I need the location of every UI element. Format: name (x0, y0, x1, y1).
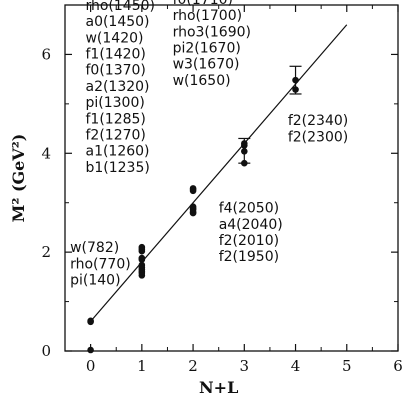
data-point (87, 346, 94, 354)
annotation-label: pi(1300) (85, 95, 144, 111)
y-tick-label: 4 (41, 144, 51, 162)
y-tick-label: 6 (41, 45, 51, 63)
data-point (189, 185, 197, 192)
data-point (138, 254, 146, 262)
annotation-label: rho3(1690) (173, 24, 251, 40)
annotation-label: pi(140) (70, 273, 120, 289)
x-tick-label: 5 (342, 357, 352, 375)
annotation-label: f0(1710) (173, 0, 233, 8)
annotation-label: f2(2300) (288, 129, 348, 145)
x-tick-label: 0 (86, 357, 96, 375)
annotation-label: w(782) (70, 240, 119, 256)
data-point (241, 159, 248, 167)
x-tick-label: 2 (188, 357, 198, 375)
annotation-label: rho(1700) (173, 8, 243, 24)
annotation-label: f2(1270) (85, 128, 145, 144)
annotation-label: f1(1420) (85, 47, 145, 63)
data-point (292, 86, 299, 93)
plot-frame (64, 4, 399, 352)
annotation-label: rho(1450) (85, 0, 155, 14)
annotation-label: a4(2040) (219, 217, 283, 233)
annotation-label: f2(2010) (219, 233, 279, 249)
annotation-label: f4(2050) (219, 201, 279, 217)
data-point (138, 261, 146, 269)
data-point (241, 140, 248, 147)
data-point (138, 243, 146, 251)
x-tick-label: 4 (291, 357, 301, 375)
y-axis-label: M² (GeV²) (9, 134, 28, 223)
x-tick-label: 1 (137, 357, 147, 375)
annotation-label: b1(1235) (85, 160, 149, 176)
annotation-label: pi2(1670) (173, 41, 241, 57)
y-tick-label: 0 (41, 342, 51, 360)
annotation-label: w(1420) (85, 30, 143, 46)
annotation-label: f2(2340) (288, 113, 348, 129)
annotation-label: a0(1450) (85, 14, 149, 30)
annotation-label: rho(770) (70, 256, 131, 272)
fit-line (90, 24, 348, 322)
annotation-label: a1(1260) (85, 144, 149, 160)
x-axis-label: N+L (199, 378, 238, 397)
data-point (87, 317, 94, 325)
annotation-label: a2(1320) (85, 79, 149, 95)
annotation-label: f2(1950) (219, 249, 279, 265)
annotation-label: f1(1285) (85, 111, 145, 127)
data-point (292, 76, 299, 84)
annotation-label: w3(1670) (173, 57, 240, 73)
y-tick-label: 2 (41, 243, 51, 261)
annotation-label: w(1650) (173, 73, 231, 89)
annotation-label: f0(1370) (85, 63, 145, 79)
x-tick-label: 6 (393, 357, 403, 375)
data-point (241, 148, 248, 155)
x-tick-label: 3 (240, 357, 250, 375)
data-point (189, 203, 197, 210)
